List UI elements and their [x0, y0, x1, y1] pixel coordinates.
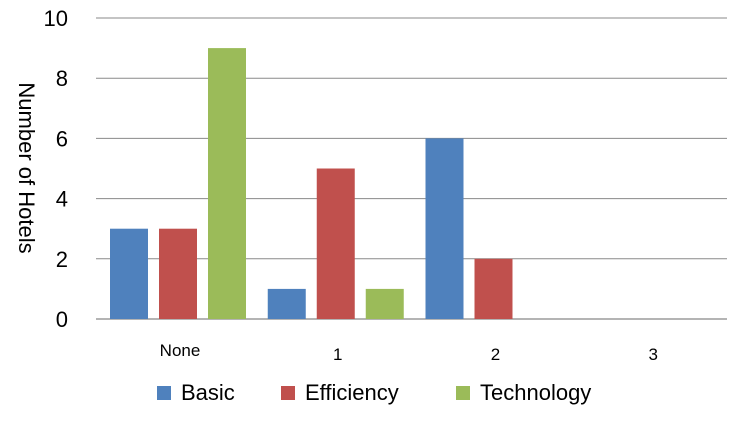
y-tick-label: 6 — [56, 126, 68, 151]
bar-efficiency-none — [159, 228, 197, 319]
y-tick-label: 8 — [56, 66, 68, 91]
legend: Basic Efficiency Technology — [157, 380, 591, 405]
x-tick-label: 3 — [649, 345, 658, 364]
legend-label-technology: Technology — [480, 380, 591, 405]
legend-swatch-basic — [157, 386, 171, 400]
x-tick-label: 2 — [491, 345, 500, 364]
y-tick-label: 2 — [56, 247, 68, 272]
y-tick-label: 0 — [56, 307, 68, 332]
axis-ticks: 0 2 4 6 8 10 None 1 2 3 — [44, 6, 658, 364]
y-tick-label: 10 — [44, 6, 68, 31]
legend-label-efficiency: Efficiency — [305, 380, 399, 405]
bar-technology-none — [208, 48, 246, 319]
bar-basic-none — [110, 228, 148, 319]
legend-swatch-efficiency — [281, 386, 295, 400]
y-tick-label: 4 — [56, 187, 68, 212]
bars — [110, 48, 513, 319]
legend-label-basic: Basic — [181, 380, 235, 405]
bar-efficiency-1 — [316, 168, 355, 319]
bar-basic-1 — [267, 288, 306, 319]
bar-basic-2 — [425, 138, 464, 319]
x-tick-label: 1 — [333, 345, 342, 364]
y-axis-label: Number of Hotels — [14, 82, 39, 253]
bar-efficiency-2 — [474, 258, 513, 319]
legend-swatch-technology — [456, 386, 470, 400]
x-tick-label: None — [160, 341, 201, 360]
grid-lines — [96, 17, 727, 320]
bar-technology-1 — [365, 288, 404, 319]
